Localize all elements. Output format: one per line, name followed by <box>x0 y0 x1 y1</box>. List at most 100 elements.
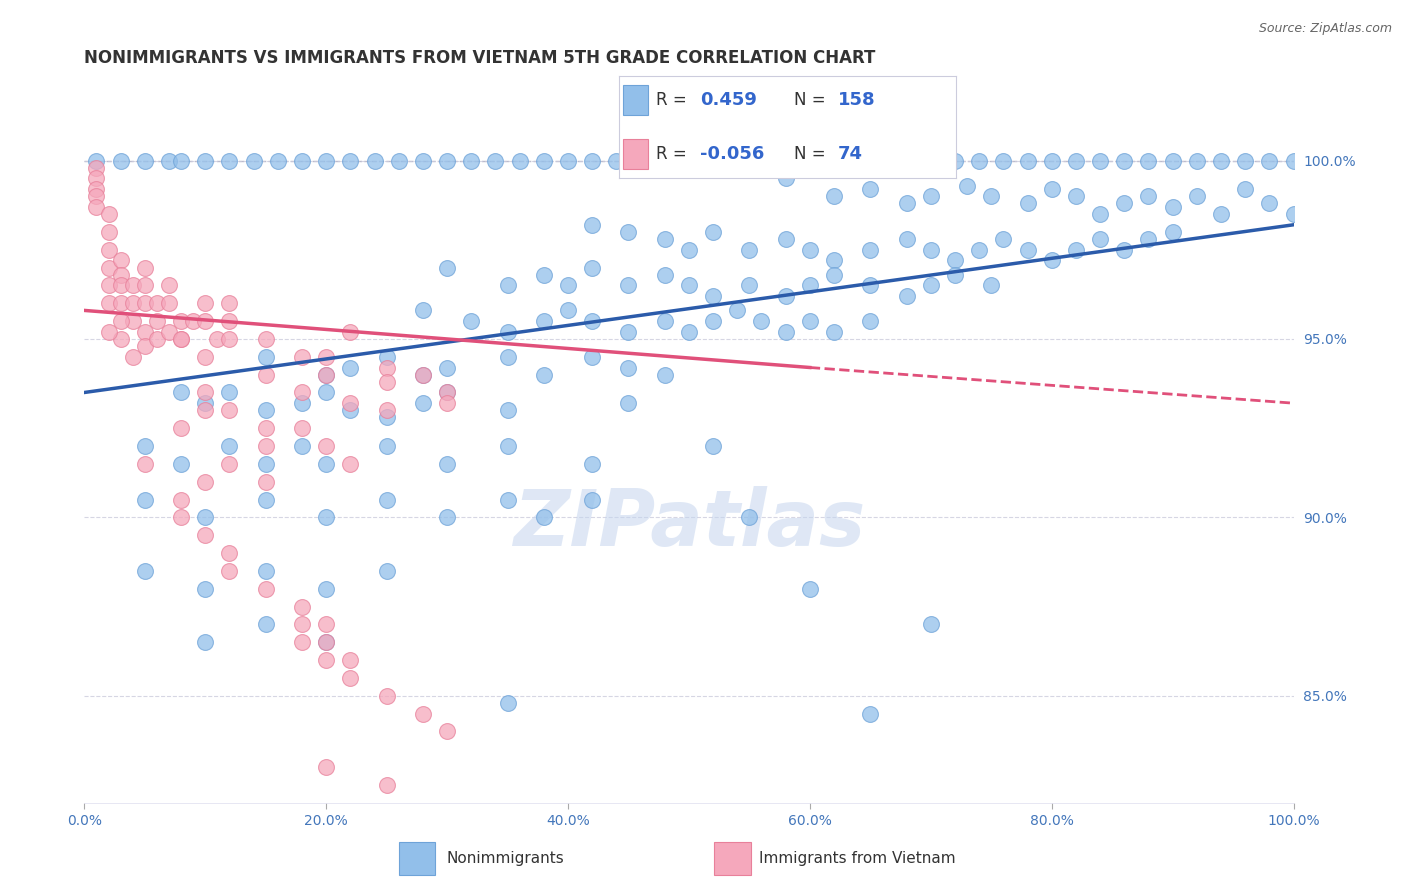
Point <box>291 153 314 168</box>
Point <box>617 396 640 410</box>
Point <box>254 492 277 507</box>
Point <box>1161 153 1184 168</box>
Point <box>363 153 385 168</box>
Point <box>412 368 434 382</box>
Point <box>375 360 398 375</box>
Point <box>1114 153 1136 168</box>
Point <box>134 564 156 578</box>
Point <box>1282 153 1305 168</box>
Point <box>581 350 603 364</box>
Point <box>617 360 640 375</box>
Point <box>315 760 337 774</box>
Point <box>254 368 277 382</box>
Point <box>533 268 555 282</box>
Point <box>581 492 603 507</box>
Point <box>194 385 217 400</box>
Point <box>859 706 882 721</box>
Point <box>97 296 120 310</box>
Point <box>134 457 156 471</box>
Point <box>1064 153 1087 168</box>
Point <box>194 582 217 596</box>
Point <box>581 314 603 328</box>
Point <box>375 492 398 507</box>
Point <box>86 153 108 168</box>
Point <box>678 153 700 168</box>
Point <box>157 153 180 168</box>
Point <box>1282 207 1305 221</box>
Point <box>375 403 398 417</box>
Point <box>86 189 108 203</box>
Point <box>218 564 240 578</box>
Text: R =: R = <box>655 145 686 163</box>
Point <box>121 278 143 293</box>
Point <box>121 350 143 364</box>
Point <box>170 332 193 346</box>
Point <box>218 439 240 453</box>
Point <box>315 653 337 667</box>
Point <box>1040 153 1063 168</box>
Point <box>375 375 398 389</box>
Point <box>823 153 845 168</box>
Point <box>605 153 627 168</box>
Point <box>1088 232 1111 246</box>
Point <box>993 153 1015 168</box>
Point <box>157 296 180 310</box>
Text: Source: ZipAtlas.com: Source: ZipAtlas.com <box>1258 22 1392 36</box>
Point <box>134 260 156 275</box>
Point <box>339 653 361 667</box>
Point <box>1137 153 1160 168</box>
Point <box>630 153 652 168</box>
Point <box>134 339 156 353</box>
Point <box>859 243 882 257</box>
Point <box>170 314 193 328</box>
Point <box>823 268 845 282</box>
Point <box>533 153 555 168</box>
Point <box>194 403 217 417</box>
Point <box>799 153 821 168</box>
Point <box>1088 153 1111 168</box>
Point <box>872 153 894 168</box>
Point <box>412 368 434 382</box>
Point <box>581 153 603 168</box>
Point <box>725 303 748 318</box>
Point <box>375 439 398 453</box>
Point <box>218 153 240 168</box>
Point <box>956 178 979 193</box>
Point <box>436 360 458 375</box>
Point <box>702 439 724 453</box>
Point <box>702 153 724 168</box>
Point <box>751 153 773 168</box>
Point <box>254 617 277 632</box>
Text: 0.459: 0.459 <box>700 92 756 110</box>
Point <box>678 243 700 257</box>
Point <box>496 439 519 453</box>
Point <box>896 196 918 211</box>
Point <box>654 368 676 382</box>
Point <box>920 189 942 203</box>
Point <box>738 278 761 293</box>
Point <box>170 492 193 507</box>
Point <box>702 289 724 303</box>
Point <box>194 396 217 410</box>
Point <box>496 492 519 507</box>
Point <box>654 232 676 246</box>
Point <box>315 153 337 168</box>
Point <box>920 617 942 632</box>
Point <box>496 278 519 293</box>
Point <box>254 421 277 435</box>
Point <box>1234 182 1257 196</box>
Point <box>291 635 314 649</box>
Point <box>484 153 506 168</box>
Point <box>533 314 555 328</box>
Point <box>339 360 361 375</box>
Point <box>436 260 458 275</box>
Point <box>375 689 398 703</box>
Point <box>242 153 264 168</box>
Point <box>412 153 434 168</box>
Point <box>339 671 361 685</box>
Point <box>967 153 990 168</box>
Point <box>207 332 229 346</box>
Point <box>157 325 180 339</box>
Point <box>702 314 724 328</box>
Text: 158: 158 <box>838 92 876 110</box>
